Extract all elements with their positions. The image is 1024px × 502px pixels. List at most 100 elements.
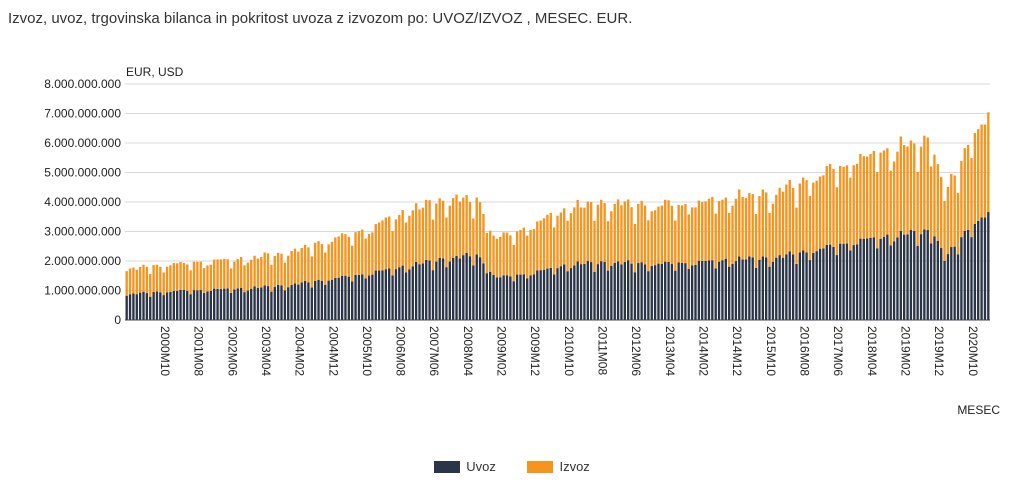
bar-uvoz[interactable] <box>246 290 250 320</box>
bar-izvoz[interactable] <box>216 259 219 289</box>
bar-izvoz[interactable] <box>549 212 552 268</box>
bar-izvoz[interactable] <box>290 250 293 285</box>
bar-uvoz[interactable] <box>546 268 549 320</box>
bar-uvoz[interactable] <box>727 266 731 320</box>
bar-izvoz[interactable] <box>815 180 818 252</box>
bar-uvoz[interactable] <box>704 260 707 320</box>
bar-uvoz[interactable] <box>781 257 785 320</box>
bar-izvoz[interactable] <box>842 166 845 244</box>
bar-uvoz[interactable] <box>273 286 276 320</box>
bar-uvoz[interactable] <box>337 277 340 320</box>
bar-izvoz[interactable] <box>855 163 859 245</box>
bar-uvoz[interactable] <box>758 259 761 320</box>
bar-izvoz[interactable] <box>421 207 425 264</box>
bar-izvoz[interactable] <box>913 143 916 232</box>
bar-uvoz[interactable] <box>206 291 209 320</box>
bar-izvoz[interactable] <box>189 270 192 295</box>
bar-izvoz[interactable] <box>640 200 643 263</box>
bar-uvoz[interactable] <box>189 294 192 320</box>
bar-uvoz[interactable] <box>354 274 357 320</box>
bar-uvoz[interactable] <box>798 252 802 320</box>
bar-izvoz[interactable] <box>849 177 852 251</box>
bar-izvoz[interactable] <box>943 201 946 262</box>
bar-izvoz[interactable] <box>226 259 229 289</box>
bar-uvoz[interactable] <box>589 262 593 320</box>
bar-uvoz[interactable] <box>542 269 546 320</box>
bar-uvoz[interactable] <box>788 251 791 320</box>
bar-uvoz[interactable] <box>731 263 734 320</box>
bar-izvoz[interactable] <box>196 261 199 291</box>
bar-izvoz[interactable] <box>307 247 310 283</box>
bar-izvoz[interactable] <box>162 272 165 296</box>
bar-izvoz[interactable] <box>690 207 694 266</box>
bar-uvoz[interactable] <box>213 288 216 320</box>
bar-izvoz[interactable] <box>909 140 913 231</box>
bar-uvoz[interactable] <box>711 260 714 320</box>
bar-uvoz[interactable] <box>145 293 149 320</box>
bar-izvoz[interactable] <box>482 213 485 264</box>
bar-izvoz[interactable] <box>297 251 300 285</box>
bar-uvoz[interactable] <box>778 255 781 320</box>
bar-uvoz[interactable] <box>313 280 317 320</box>
bar-uvoz[interactable] <box>983 217 987 320</box>
bar-uvoz[interactable] <box>411 266 414 320</box>
bar-uvoz[interactable] <box>795 263 798 320</box>
bar-izvoz[interactable] <box>408 215 411 270</box>
bar-uvoz[interactable] <box>465 252 468 320</box>
bar-izvoz[interactable] <box>404 222 408 273</box>
bar-izvoz[interactable] <box>684 204 687 264</box>
bar-izvoz[interactable] <box>960 160 963 238</box>
bar-izvoz[interactable] <box>929 166 933 244</box>
bar-uvoz[interactable] <box>495 277 499 321</box>
bar-uvoz[interactable] <box>125 295 128 320</box>
bar-izvoz[interactable] <box>485 233 489 274</box>
bar-izvoz[interactable] <box>273 255 276 287</box>
bar-uvoz[interactable] <box>724 258 727 320</box>
bar-izvoz[interactable] <box>818 176 822 249</box>
bar-izvoz[interactable] <box>125 271 128 296</box>
bar-uvoz[interactable] <box>266 286 270 320</box>
bar-uvoz[interactable] <box>280 285 283 320</box>
bar-izvoz[interactable] <box>519 229 522 275</box>
bar-izvoz[interactable] <box>522 227 526 275</box>
bar-izvoz[interactable] <box>896 151 899 238</box>
bar-izvoz[interactable] <box>674 220 677 271</box>
bar-izvoz[interactable] <box>563 208 566 265</box>
bar-izvoz[interactable] <box>744 198 748 260</box>
bar-izvoz[interactable] <box>832 168 835 247</box>
bar-izvoz[interactable] <box>926 137 929 231</box>
bar-uvoz[interactable] <box>381 270 384 320</box>
bar-izvoz[interactable] <box>320 244 324 281</box>
bar-izvoz[interactable] <box>556 215 559 269</box>
bar-izvoz[interactable] <box>586 201 589 262</box>
bar-uvoz[interactable] <box>603 261 606 320</box>
bar-uvoz[interactable] <box>933 236 936 320</box>
bar-izvoz[interactable] <box>677 205 680 263</box>
bar-izvoz[interactable] <box>229 268 233 293</box>
bar-uvoz[interactable] <box>398 267 401 320</box>
bar-izvoz[interactable] <box>414 203 418 262</box>
bar-izvoz[interactable] <box>435 203 438 262</box>
bar-uvoz[interactable] <box>892 241 896 320</box>
bar-uvoz[interactable] <box>741 259 744 320</box>
bar-uvoz[interactable] <box>738 256 741 320</box>
bar-uvoz[interactable] <box>431 270 435 320</box>
bar-izvoz[interactable] <box>280 253 283 286</box>
bar-uvoz[interactable] <box>600 261 603 320</box>
bar-izvoz[interactable] <box>596 204 600 265</box>
bar-uvoz[interactable] <box>425 259 428 320</box>
bar-izvoz[interactable] <box>812 182 815 253</box>
bar-izvoz[interactable] <box>334 237 337 278</box>
bar-izvoz[interactable] <box>475 197 478 255</box>
bar-izvoz[interactable] <box>512 244 515 282</box>
bar-uvoz[interactable] <box>579 264 583 320</box>
bar-izvoz[interactable] <box>579 207 583 265</box>
bar-uvoz[interactable] <box>135 294 138 320</box>
bar-uvoz[interactable] <box>536 270 539 320</box>
bar-izvoz[interactable] <box>882 150 886 237</box>
bar-izvoz[interactable] <box>233 261 236 290</box>
bar-izvoz[interactable] <box>152 264 155 292</box>
bar-uvoz[interactable] <box>946 254 950 320</box>
bar-izvoz[interactable] <box>657 206 660 264</box>
bar-izvoz[interactable] <box>734 198 738 262</box>
